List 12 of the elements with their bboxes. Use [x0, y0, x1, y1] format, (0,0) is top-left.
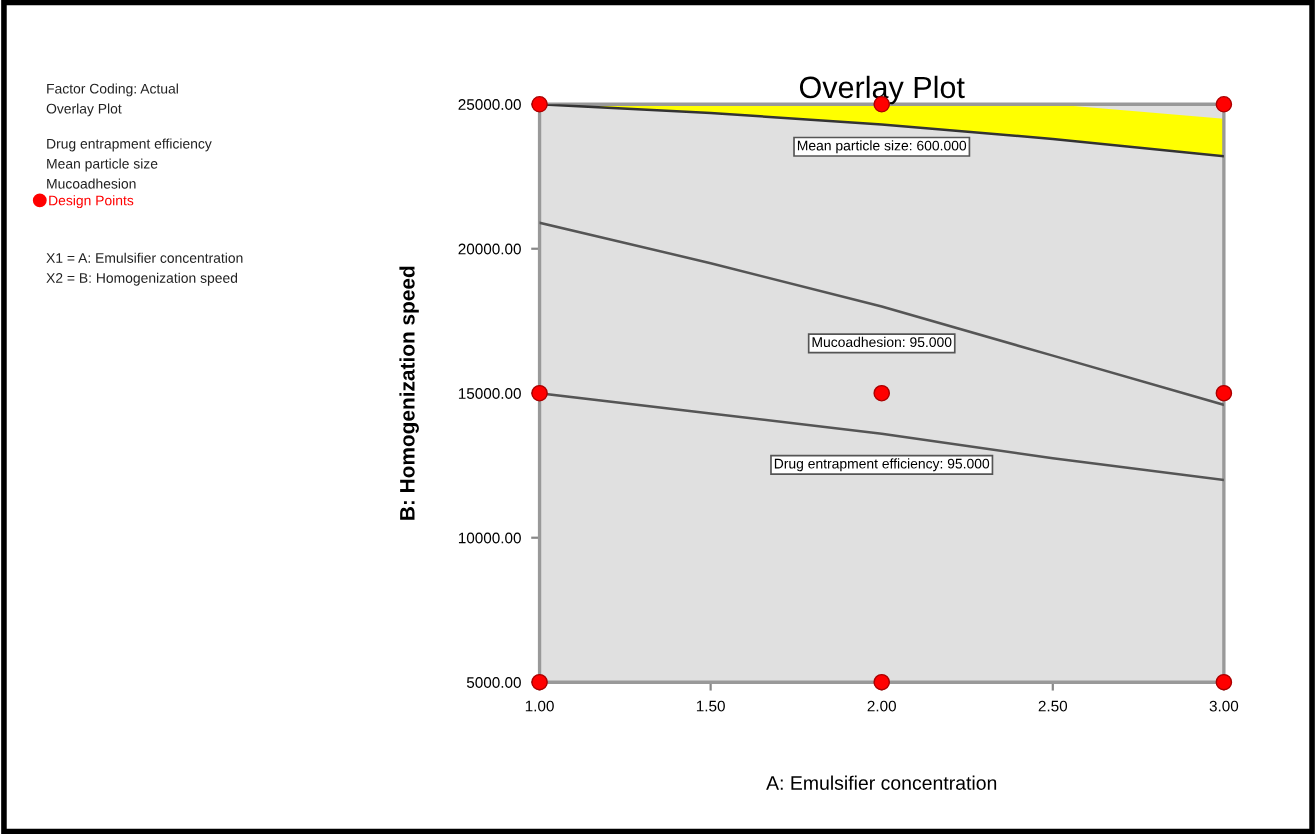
point [531, 384, 548, 402]
chart-title: Overlay Plot [799, 75, 965, 105]
point [1215, 673, 1233, 691]
x-axis-title: A: Emulsifier concentration [766, 775, 997, 790]
point [1215, 95, 1233, 113]
point [873, 673, 891, 691]
y-axis-title: B: Homogenization speed [399, 266, 419, 520]
point [531, 95, 548, 113]
point [873, 384, 891, 402]
line-series [539, 221, 1224, 407]
point [531, 673, 548, 691]
point [1215, 384, 1233, 402]
